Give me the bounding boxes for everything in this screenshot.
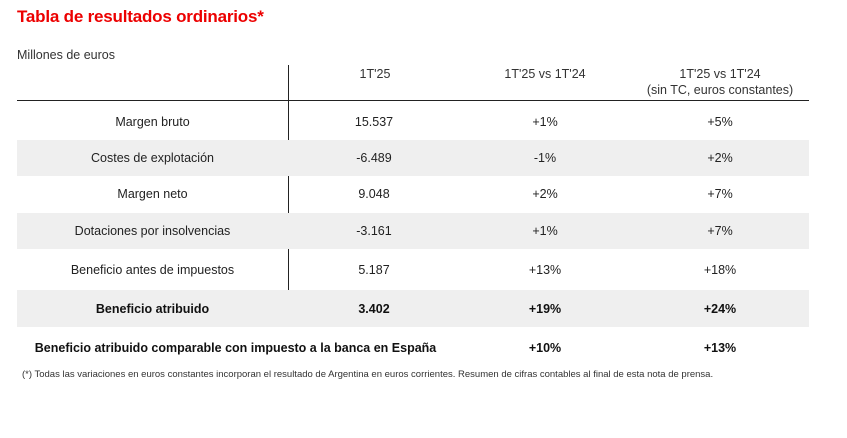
row-variation: -1% [533,151,557,165]
footnote: (*) Todas las variaciones en euros const… [22,369,714,380]
row-value-1t25: 3.402 [358,301,390,316]
row-variation: +2% [532,187,558,201]
row-variation: +1% [532,115,558,129]
table-row: Margen bruto 15.537 +1% +5% [17,104,809,140]
row-variation-constant: +2% [707,151,733,165]
page-title: Tabla de resultados ordinarios* [17,7,264,26]
header-col-1t25-text: 1T'25 [359,67,391,81]
row-variation-constant: +7% [707,187,733,201]
header-col-variation-constant-line2: (sin TC, euros constantes) [646,83,794,97]
header-col-variation-constant-line1: 1T'25 vs 1T'24 [679,67,761,81]
comparable-row: Beneficio atribuido comparable con impue… [17,330,809,366]
comparable-label: Beneficio atribuido comparable con impue… [34,341,437,355]
row-variation-constant: +24% [703,301,737,316]
header-divider [17,100,809,101]
row-variation-constant: +7% [707,224,733,238]
table-row: Costes de explotación -6.489 -1% +2% [17,140,809,176]
table-row: Beneficio antes de impuestos 5.187 +13% … [17,252,809,288]
row-variation-constant: +5% [707,115,733,129]
row-variation: +19% [528,301,562,316]
header-col-variation: 1T'25 vs 1T'24 [460,66,630,82]
column-divider [288,65,289,327]
table-row: Dotaciones por insolvencias -3.161 +1% +… [17,213,809,249]
row-value-1t25: 9.048 [358,187,390,201]
row-variation-constant: +18% [703,263,737,277]
row-variation: +13% [528,263,562,277]
row-label: Dotaciones por insolvencias [74,224,231,238]
row-value-1t25: 15.537 [354,115,394,129]
row-label: Beneficio atribuido [95,301,210,316]
table-row-highlight: Beneficio atribuido 3.402 +19% +24% [17,290,809,327]
row-variation: +1% [532,224,558,238]
row-label: Margen bruto [115,115,190,129]
table-row: Margen neto 9.048 +2% +7% [17,176,809,212]
row-label: Beneficio antes de impuestos [70,263,235,277]
header-col-variation-constant: 1T'25 vs 1T'24 (sin TC, euros constantes… [630,66,810,98]
units-label: Millones de euros [17,48,115,62]
comparable-variation: +10% [528,341,562,355]
row-value-1t25: -6.489 [356,151,392,165]
header-col-1t25: 1T'25 [290,66,460,82]
header-col-variation-text: 1T'25 vs 1T'24 [504,67,586,81]
row-label: Costes de explotación [91,151,214,165]
comparable-variation-constant: +13% [703,341,737,355]
row-value-1t25: 5.187 [358,263,390,277]
row-label: Margen neto [117,187,188,201]
row-value-1t25: -3.161 [356,224,392,238]
